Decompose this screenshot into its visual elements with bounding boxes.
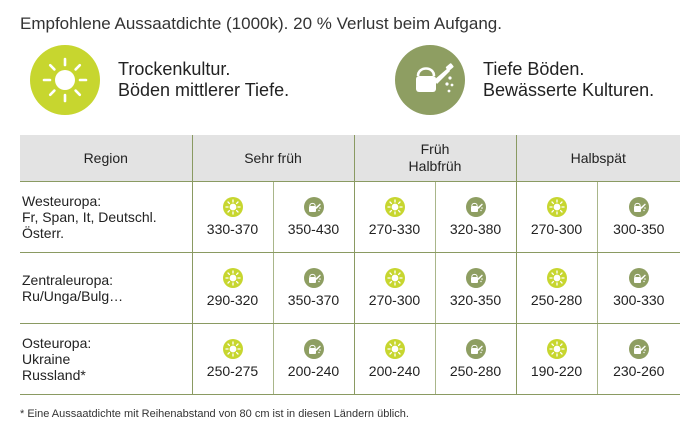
value-cell-irrigated: 350-370 xyxy=(272,252,354,324)
value-cell-dry: 270-300 xyxy=(353,252,435,324)
sun-icon xyxy=(222,268,243,288)
value-cell-dry: 190-220 xyxy=(515,323,598,395)
legend-irrigated: Tiefe Böden. Bewässerte Kulturen. xyxy=(395,45,654,115)
legend-irrigated-line2: Bewässerte Kulturen. xyxy=(483,80,655,100)
seeding-density-value: 250-280 xyxy=(449,363,502,379)
seeding-density-value: 230-260 xyxy=(613,363,665,379)
seeding-density-value: 270-330 xyxy=(368,221,421,237)
seeding-density-value: 320-380 xyxy=(449,221,502,237)
header-region: Region xyxy=(20,135,192,182)
value-cell-irrigated: 300-330 xyxy=(596,252,681,324)
region-cell: Osteuropa: Ukraine Russland* xyxy=(20,323,192,395)
region-name: Westeuropa: xyxy=(22,193,102,209)
seeding-density-value: 270-300 xyxy=(368,292,421,308)
watering-can-icon xyxy=(303,197,324,217)
legend-dry-line2: Böden mittlerer Tiefe. xyxy=(118,80,290,100)
table-header-row: Region Sehr früh Früh Halbfrüh Halbspät xyxy=(20,135,681,182)
region-name: Osteuropa: xyxy=(22,335,92,351)
legend-dry-line1: Trockenkultur. xyxy=(118,59,231,79)
seeding-density-value: 270-300 xyxy=(530,221,583,237)
seeding-density-value: 190-220 xyxy=(530,363,583,379)
sun-icon xyxy=(222,339,243,359)
region-detail: Ukraine xyxy=(22,351,71,367)
seeding-density-value: 200-240 xyxy=(287,363,340,379)
seeding-density-value: 350-430 xyxy=(287,221,340,237)
seeding-density-value: 350-370 xyxy=(287,292,340,308)
region-detail: Österr. xyxy=(22,225,65,241)
seeding-density-value: 330-370 xyxy=(206,221,259,237)
value-cell-dry: 250-280 xyxy=(515,252,598,324)
header-semi-early: Halbfrüh xyxy=(408,158,462,174)
value-cell-irrigated: 320-380 xyxy=(434,181,517,253)
value-cell-irrigated: 200-240 xyxy=(272,323,354,395)
seeding-density-value: 250-275 xyxy=(206,363,259,379)
sun-icon xyxy=(546,339,567,359)
header-very-early: Sehr früh xyxy=(191,135,354,182)
table-row: Osteuropa: Ukraine Russland* 250-275 200-240… xyxy=(20,323,681,395)
value-cell-irrigated: 300-350 xyxy=(596,181,681,253)
region-name: Zentraleuropa: xyxy=(22,272,114,288)
watering-can-icon xyxy=(303,339,324,359)
sun-icon xyxy=(384,197,405,217)
seeding-density-value: 320-350 xyxy=(449,292,502,308)
page-title: Empfohlene Aussaatdichte (1000k). 20 % V… xyxy=(20,14,502,33)
value-cell-irrigated: 250-280 xyxy=(434,323,517,395)
seeding-density-value: 250-280 xyxy=(530,292,583,308)
value-cell-dry: 270-300 xyxy=(515,181,598,253)
region-cell: Westeuropa: Fr, Span, It, Deutschl. Österr… xyxy=(20,181,192,253)
watering-can-icon xyxy=(465,268,486,288)
seeding-density-value: 290-320 xyxy=(206,292,259,308)
value-cell-dry: 200-240 xyxy=(353,323,435,395)
value-cell-dry: 250-275 xyxy=(191,323,273,395)
watering-can-icon xyxy=(395,45,465,115)
legend-dry-farming: Trockenkultur. Böden mittlerer Tiefe. xyxy=(30,45,289,115)
header-early-semi-early: Früh Halbfrüh xyxy=(353,135,517,182)
value-cell-dry: 330-370 xyxy=(191,181,273,253)
footnote: * Eine Aussaatdichte mit Reihenabstand v… xyxy=(20,408,409,420)
seeding-density-value: 300-350 xyxy=(613,221,665,237)
sun-icon xyxy=(546,268,567,288)
sun-icon xyxy=(384,268,405,288)
watering-can-icon xyxy=(628,339,649,359)
watering-can-icon xyxy=(465,197,486,217)
sun-icon xyxy=(30,45,100,115)
sun-icon xyxy=(384,339,405,359)
legend-irrigated-line1: Tiefe Böden. xyxy=(483,59,585,79)
region-cell: Zentraleuropa: Ru/Unga/Bulg… xyxy=(20,252,192,324)
region-detail: Ru/Unga/Bulg… xyxy=(22,288,124,304)
table-row: Westeuropa: Fr, Span, It, Deutschl. Österr… xyxy=(20,181,681,253)
seeding-density-table: Region Sehr früh Früh Halbfrüh Halbspät … xyxy=(20,135,681,395)
value-cell-irrigated: 230-260 xyxy=(596,323,681,395)
watering-can-icon xyxy=(628,268,649,288)
header-early: Früh xyxy=(420,141,450,157)
seeding-density-value: 200-240 xyxy=(368,363,421,379)
watering-can-icon xyxy=(465,339,486,359)
value-cell-irrigated: 320-350 xyxy=(434,252,517,324)
value-cell-dry: 270-330 xyxy=(353,181,435,253)
seeding-density-value: 300-330 xyxy=(613,292,665,308)
sun-icon xyxy=(546,197,567,217)
watering-can-icon xyxy=(628,197,649,217)
header-semi-late: Halbspät xyxy=(515,135,681,182)
region-detail: Russland* xyxy=(22,367,86,383)
sun-icon xyxy=(222,197,243,217)
value-cell-irrigated: 350-430 xyxy=(272,181,354,253)
value-cell-dry: 290-320 xyxy=(191,252,273,324)
table-row: Zentraleuropa: Ru/Unga/Bulg… 290-320 350-37… xyxy=(20,252,681,324)
watering-can-icon xyxy=(303,268,324,288)
region-detail: Fr, Span, It, Deutschl. xyxy=(22,209,157,225)
